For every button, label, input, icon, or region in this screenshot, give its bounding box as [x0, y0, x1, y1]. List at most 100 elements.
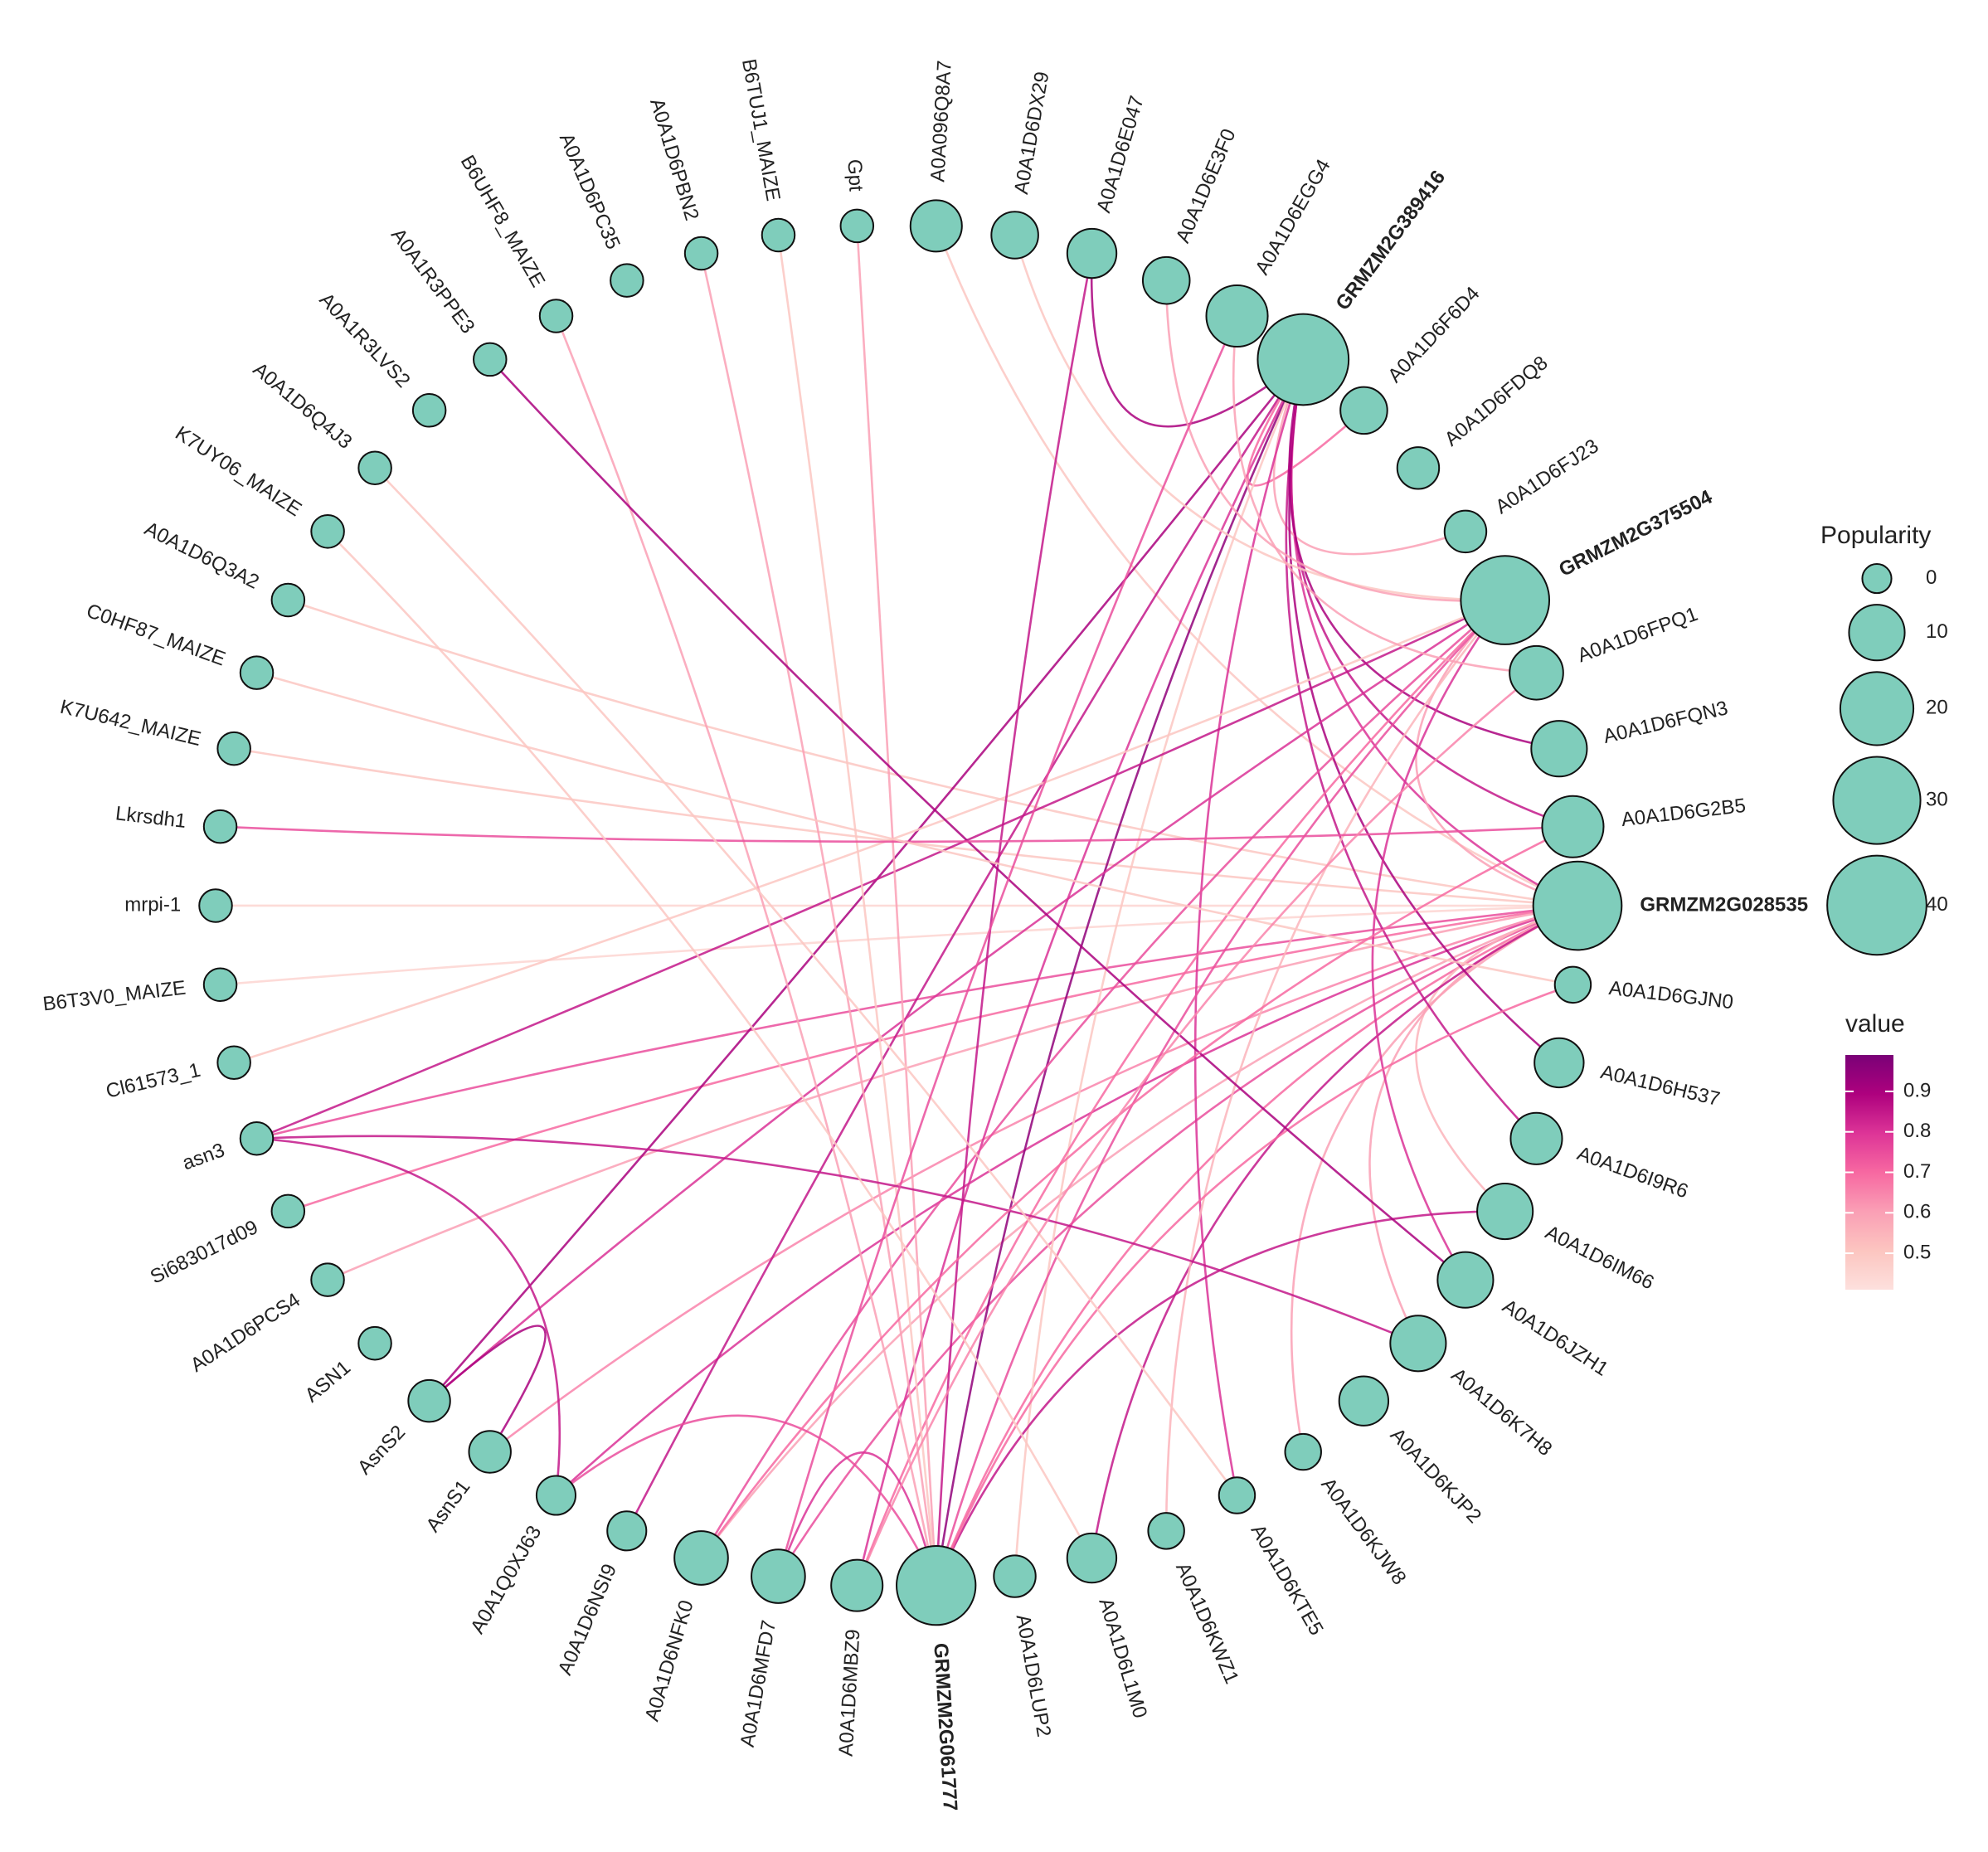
- node: [1396, 446, 1441, 490]
- node: [1530, 720, 1588, 778]
- node-label: Lkrsdh1: [114, 802, 187, 833]
- edge: [1193, 359, 1305, 1496]
- node: [830, 1558, 884, 1612]
- node-label: A0A1D6DX29: [1010, 70, 1054, 196]
- node: [673, 1530, 729, 1586]
- edge: [1232, 315, 1537, 674]
- node: [1218, 1476, 1256, 1514]
- size-legend-label: 20: [1926, 697, 1948, 719]
- node: [990, 211, 1039, 260]
- node: [198, 888, 233, 923]
- node: [473, 342, 508, 377]
- node-label: A0A1D6PC35: [555, 130, 625, 253]
- color-tick-label: 0.7: [1903, 1160, 1931, 1183]
- color-tick-label: 0.9: [1903, 1079, 1931, 1101]
- node-label: A0A1R3PPE3: [386, 224, 479, 338]
- node-label: GRMZM2G375504: [1555, 485, 1716, 581]
- edge: [1415, 904, 1578, 1213]
- node-label: A0A1Q0XJ63: [466, 1522, 546, 1637]
- node: [357, 450, 392, 485]
- node: [1476, 1182, 1534, 1241]
- edge: [777, 904, 1578, 1577]
- edge: [1164, 599, 1506, 1531]
- edge: [287, 904, 1578, 1213]
- node: [270, 1193, 306, 1229]
- node-label: A0A1D6G2B5: [1620, 795, 1747, 831]
- edge: [256, 599, 1506, 1140]
- size-legend-key: [1832, 756, 1922, 845]
- node-label: A0A1D6IM66: [1542, 1221, 1658, 1294]
- node-label: Gpt: [843, 158, 867, 192]
- node: [202, 967, 238, 1003]
- edge: [374, 467, 1238, 1496]
- node-label: K7UY06_MAIZE: [171, 422, 305, 521]
- edge: [1090, 253, 1305, 428]
- node-label: A0A1D6NFK0: [641, 1597, 698, 1723]
- node-label: AsnS2: [353, 1421, 410, 1479]
- edge: [555, 315, 937, 1586]
- node-label: A0A1D6E047: [1092, 93, 1149, 215]
- node: [1534, 1037, 1585, 1089]
- size-legend-label: 30: [1926, 788, 1948, 810]
- node: [1256, 313, 1350, 406]
- node: [1338, 1375, 1390, 1427]
- edge: [777, 235, 937, 1586]
- node: [239, 1120, 275, 1156]
- node: [535, 1475, 576, 1516]
- node: [216, 731, 251, 766]
- node-label: A0A1D6PCS4: [187, 1289, 304, 1377]
- node-label: A0A1D6F6D4: [1383, 283, 1484, 387]
- node-label: asn3: [179, 1139, 227, 1174]
- legend: Popularity value 0 10 20 30 40 0.5 0.6 0.7 0.8 0.…: [1820, 522, 1948, 1290]
- node-label: C0HF87_MAIZE: [84, 600, 229, 671]
- node: [1509, 1111, 1563, 1165]
- node-label: A0A1D6KJP2: [1386, 1424, 1485, 1528]
- node: [1443, 509, 1488, 554]
- edge: [1164, 280, 1505, 602]
- node-label: AsnS1: [422, 1476, 475, 1537]
- size-legend-label: 40: [1926, 893, 1948, 916]
- edge: [625, 358, 1305, 1532]
- node-label: A0A1R3LVS2: [315, 289, 415, 392]
- size-legend-title: Popularity: [1820, 522, 1931, 549]
- edge: [700, 825, 1574, 1559]
- node: [909, 199, 963, 253]
- edge: [1285, 359, 1538, 1140]
- node-label: B6T3V0_MAIZE: [41, 977, 187, 1016]
- edge: [233, 599, 1506, 1064]
- node-label: A0A1D6JZH1: [1499, 1295, 1612, 1380]
- node-label: A0A1D6Q3A2: [141, 518, 263, 594]
- node-label: A0A1D6FJ23: [1491, 435, 1602, 518]
- node-label: A0A096Q8A7: [926, 60, 955, 182]
- edge: [327, 904, 1578, 1281]
- node: [606, 1510, 648, 1552]
- node: [1066, 227, 1118, 280]
- edge: [220, 825, 1573, 843]
- size-legend-key: [1861, 563, 1893, 595]
- node-label: A0A1D6GJN0: [1607, 977, 1734, 1013]
- node-label: A0A1D6FQN3: [1602, 697, 1730, 748]
- node-label: A0A1D6I9R6: [1574, 1142, 1691, 1203]
- node: [1436, 1251, 1495, 1309]
- color-tick-label: 0.5: [1903, 1241, 1931, 1263]
- color-legend-title: value: [1845, 1010, 1905, 1038]
- node: [683, 236, 719, 271]
- edge: [935, 904, 1578, 1587]
- node: [896, 1544, 977, 1626]
- nodes: Gpt A0A096Q8A7 A0A1D6DX29 A0A1D6E047 A0A1D6E…: [41, 57, 1808, 1811]
- edge: [1247, 358, 1365, 487]
- edge: [1290, 904, 1578, 1452]
- node: [1553, 965, 1592, 1004]
- node-label: A0A1D6LUP2: [1012, 1612, 1056, 1738]
- node-label: A0A1D6NSI9: [554, 1561, 621, 1679]
- edges: [215, 225, 1578, 1587]
- node: [1389, 1315, 1447, 1373]
- edge: [935, 599, 1506, 1586]
- node: [1066, 1532, 1118, 1584]
- edge: [1013, 235, 1505, 601]
- node-label: A0A1D6PBN2: [645, 96, 702, 223]
- size-legend-key: [1826, 854, 1927, 956]
- node-label: A0A1D6EGG4: [1251, 155, 1334, 279]
- node: [357, 1325, 392, 1361]
- node: [751, 1548, 806, 1604]
